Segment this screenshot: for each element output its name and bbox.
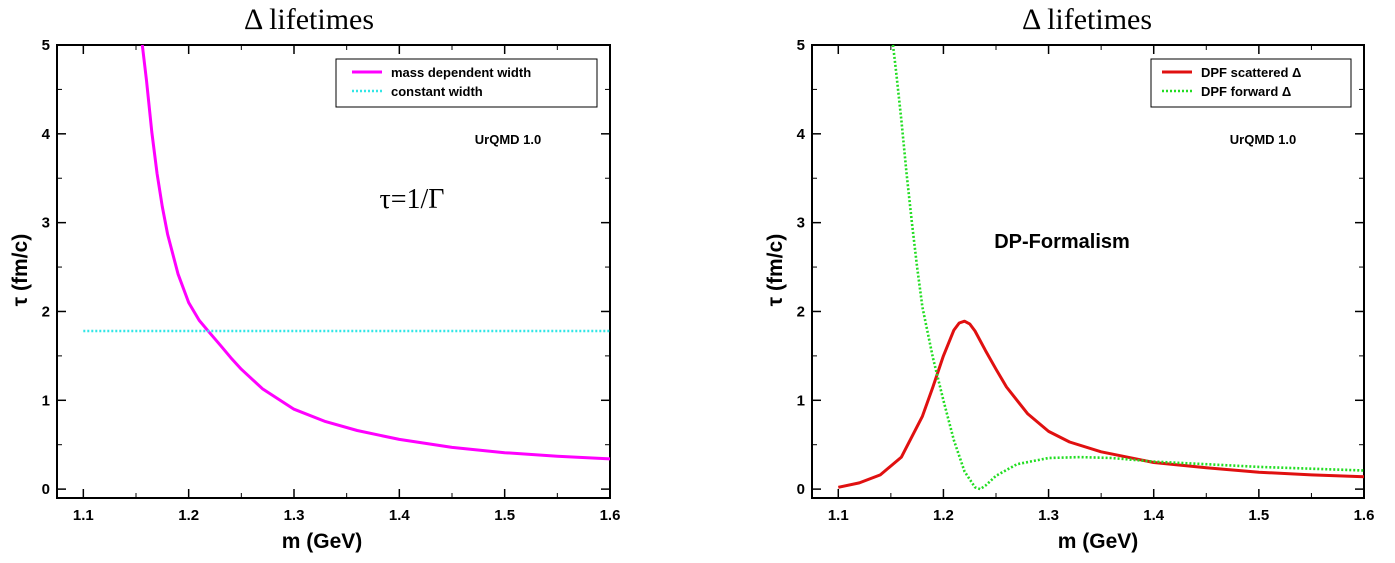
series-group (837, 44, 1365, 491)
y-axis-label: τ (fm/c) (764, 234, 787, 306)
x-tick-label: 1.4 (389, 507, 411, 524)
annotation-formula: τ=1/Γ (379, 184, 444, 215)
plot-frame (811, 44, 1365, 499)
x-tick-label: 1.5 (1248, 507, 1269, 524)
annotation-formalism: DP-Formalism (994, 231, 1130, 253)
left-panel: Δ lifetimes 1.1 1.2 1.3 1.4 1.5 1.6 0 1 2 3 4 5 m (… (9, 3, 620, 553)
y-tick-label: 0 (797, 481, 805, 498)
plot-frame (56, 44, 611, 499)
legend-box (335, 58, 598, 108)
y-tick-label: 3 (42, 215, 50, 232)
y-tick-label: 4 (42, 126, 51, 143)
y-tick-label: 0 (42, 481, 50, 498)
y-tick-label: 1 (42, 392, 50, 409)
legend: DPF scattered Δ DPF forward Δ (1162, 65, 1301, 99)
series-line-dpf-scattered (837, 319, 1365, 489)
legend-label: mass dependent width (391, 65, 531, 80)
x-tick-label: 1.4 (1143, 507, 1165, 524)
x-tick-label: 1.3 (284, 507, 305, 524)
right-panel: Δ lifetimes 1.1 1.2 1.3 1.4 1.5 1.6 0 1 2 3 4 5 m (… (764, 3, 1374, 553)
axis-ticks: 1.1 1.2 1.3 1.4 1.5 1.6 0 1 2 3 4 5 (42, 37, 621, 524)
y-axis-label: τ (fm/c) (9, 234, 32, 306)
x-tick-label: 1.6 (600, 507, 621, 524)
chart-title: Δ lifetimes (1022, 3, 1152, 36)
annotation-urqmd: UrQMD 1.0 (475, 132, 541, 147)
y-tick-label: 5 (42, 37, 50, 54)
legend-box (1150, 58, 1352, 108)
annotation-urqmd: UrQMD 1.0 (1230, 132, 1296, 147)
x-tick-label: 1.6 (1354, 507, 1375, 524)
axis-ticks: 1.1 1.2 1.3 1.4 1.5 1.6 0 1 2 3 4 5 (797, 37, 1375, 524)
series-line-dpf-forward (891, 44, 1365, 491)
x-tick-label: 1.1 (73, 507, 94, 524)
chart-title: Δ lifetimes (244, 3, 374, 36)
y-tick-label: 3 (797, 215, 805, 232)
x-axis-label: m (GeV) (1058, 530, 1139, 553)
legend-label: DPF forward Δ (1201, 84, 1291, 99)
x-tick-label: 1.5 (494, 507, 515, 524)
legend-label: constant width (391, 84, 483, 99)
y-tick-label: 2 (42, 303, 50, 320)
series-line-mass-dependent-width (140, 44, 611, 461)
x-tick-label: 1.2 (178, 507, 199, 524)
legend: mass dependent width constant width (352, 65, 531, 99)
legend-label: DPF scattered Δ (1201, 65, 1301, 80)
x-axis-label: m (GeV) (282, 530, 363, 553)
x-tick-label: 1.1 (828, 507, 849, 524)
y-tick-label: 5 (797, 37, 805, 54)
y-tick-label: 4 (797, 126, 806, 143)
series-group (83, 44, 611, 461)
x-tick-label: 1.3 (1038, 507, 1059, 524)
y-tick-label: 2 (797, 303, 805, 320)
x-tick-label: 1.2 (933, 507, 954, 524)
y-tick-label: 1 (797, 392, 805, 409)
